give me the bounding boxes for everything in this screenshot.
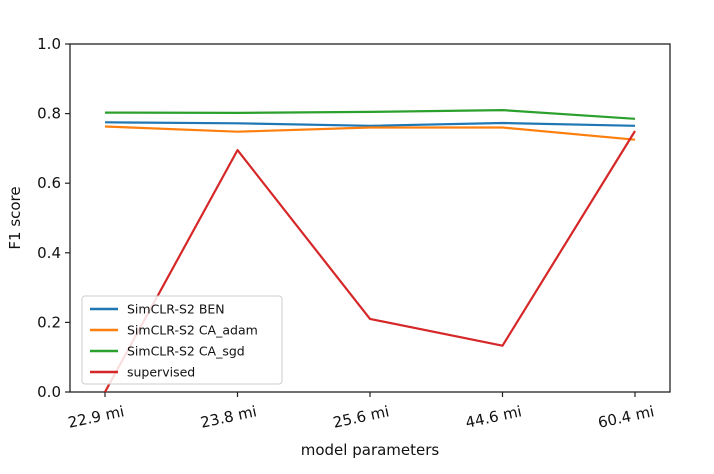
x-tick-label: 60.4 mi: [596, 402, 655, 431]
y-tick-label: 0.6: [37, 174, 61, 192]
series-line-1: [104, 125, 636, 141]
y-tick-label: 1.0: [37, 35, 61, 53]
x-axis: 22.9 mi 23.8 mi 25.6 mi 44.6 mi 60.4 mi: [66, 392, 656, 432]
legend-label: SimCLR-S2 BEN: [127, 302, 225, 317]
legend-label: SimCLR-S2 CA_sgd: [127, 344, 245, 359]
y-tick-label: 0.2: [37, 313, 61, 331]
x-axis-title: model parameters: [301, 441, 440, 459]
legend-label: supervised: [127, 365, 195, 380]
legend-box: [81, 295, 283, 385]
x-tick-label: 22.9 mi: [66, 402, 125, 431]
x-tick-label: 23.8 mi: [199, 402, 258, 431]
y-tick-label: 0.0: [37, 383, 61, 401]
series-line-2: [104, 108, 636, 120]
x-tick-label: 44.6 mi: [464, 402, 523, 431]
series-line-0: [104, 121, 636, 127]
series-lines: [104, 108, 636, 393]
y-axis: 0.0 0.2 0.4 0.6 0.8 1.0: [37, 35, 70, 401]
legend-label: SimCLR-S2 CA_adam: [127, 323, 258, 338]
y-tick-label: 0.8: [37, 105, 61, 123]
legend: SimCLR-S2 BEN SimCLR-S2 CA_adam SimCLR-S2 …: [81, 295, 283, 385]
series-line-3: [104, 130, 636, 393]
y-tick-label: 0.4: [37, 244, 61, 262]
x-tick-label: 25.6 mi: [331, 402, 390, 431]
y-axis-title: F1 score: [6, 186, 24, 249]
